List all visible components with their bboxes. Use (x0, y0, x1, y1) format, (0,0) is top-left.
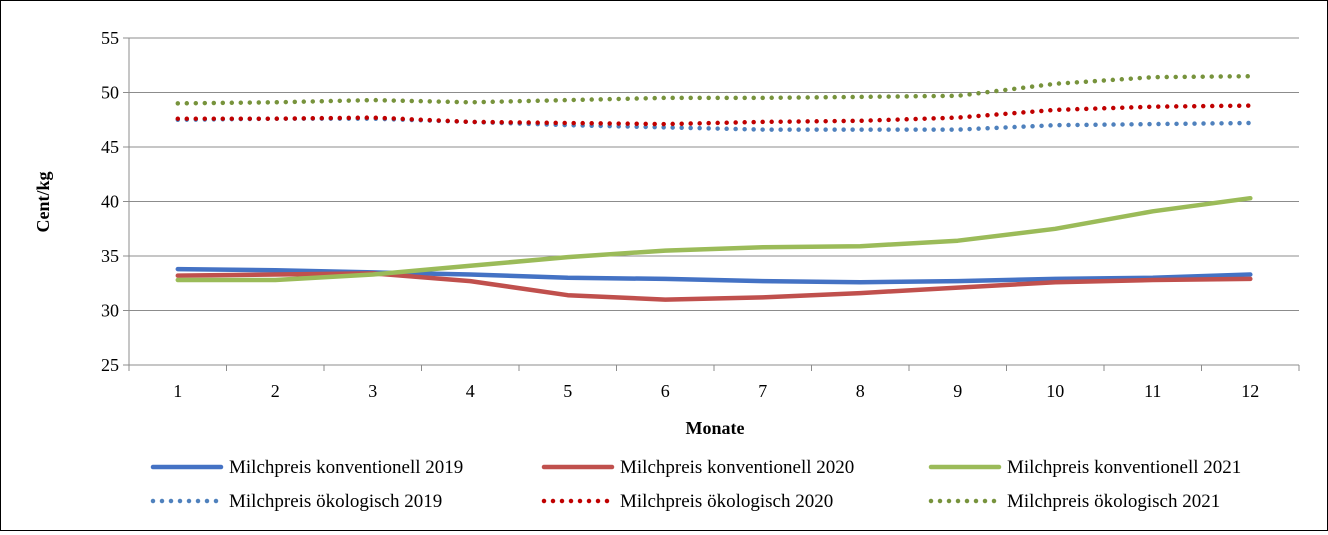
x-tick-label: 11 (1144, 381, 1161, 401)
legend: Milchpreis konventionell 2019 Milchpreis … (153, 457, 1241, 512)
y-tick-label: 35 (101, 246, 119, 266)
x-axis-title: Monate (686, 418, 745, 438)
legend-label-4: Milchpreis ökologisch 2019 (229, 491, 442, 512)
series-lines (178, 76, 1251, 300)
x-tick-label: 9 (953, 381, 962, 401)
x-tick-label: 3 (368, 381, 377, 401)
x-tick-label: 5 (563, 381, 572, 401)
legend-label-2: Milchpreis konventionell 2020 (620, 457, 854, 478)
series-line-3 (178, 198, 1251, 280)
x-tick-label: 10 (1046, 381, 1064, 401)
gridlines (123, 38, 1299, 371)
y-tick-label: 45 (101, 137, 119, 157)
legend-label-5: Milchpreis ökologisch 2020 (620, 491, 833, 512)
y-tick-label: 55 (101, 28, 119, 48)
series-line-6 (178, 76, 1251, 103)
x-tick-label: 2 (271, 381, 280, 401)
series-line-5 (178, 106, 1251, 125)
x-tick-label: 7 (758, 381, 767, 401)
legend-label-6: Milchpreis ökologisch 2021 (1007, 491, 1220, 512)
x-tick-label: 8 (856, 381, 865, 401)
y-tick-label: 40 (101, 192, 119, 212)
y-tick-label: 25 (101, 355, 119, 375)
x-tick-label: 6 (661, 381, 670, 401)
y-tick-label: 50 (101, 83, 119, 103)
legend-label-3: Milchpreis konventionell 2021 (1007, 457, 1241, 478)
series-line-4 (178, 119, 1251, 130)
y-tick-label: 30 (101, 301, 119, 321)
x-tick-label: 12 (1241, 381, 1259, 401)
y-tick-labels: 25 30 35 40 45 50 55 (101, 28, 119, 375)
x-tick-label: 4 (466, 381, 475, 401)
y-axis-title: Cent/kg (33, 171, 53, 232)
x-tick-label: 1 (173, 381, 182, 401)
legend-label-1: Milchpreis konventionell 2019 (229, 457, 463, 478)
